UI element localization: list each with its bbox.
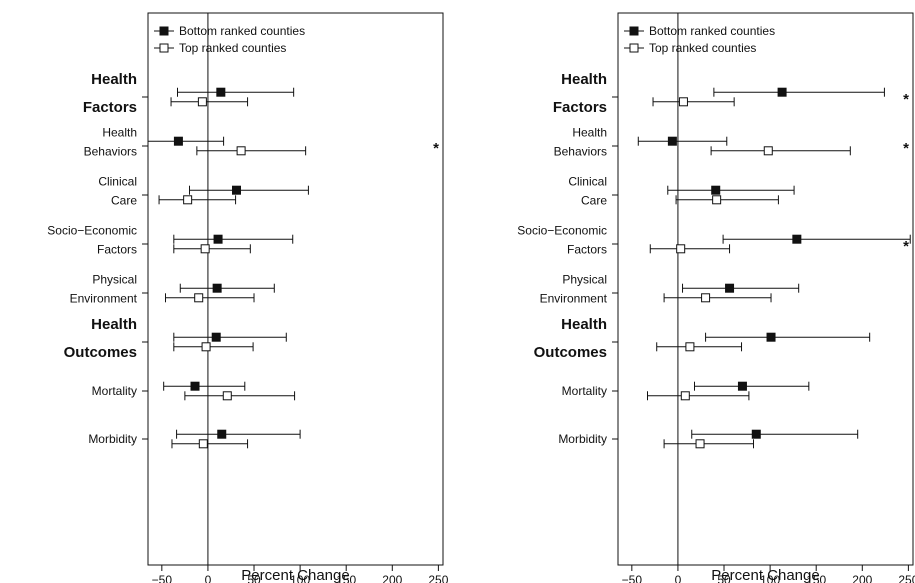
x-tick-label: 50 [717, 573, 731, 583]
row-label: Factors [553, 99, 607, 116]
point-estimate-bottom [711, 185, 721, 195]
x-tick-label: 50 [247, 573, 261, 583]
legend-marker-top [159, 43, 169, 53]
panel-1: −50 0 50 100 150 200 250 Percent Change Bottom r… [47, 12, 449, 583]
row-label: Health [561, 316, 607, 333]
row-label: Socio−Economic [517, 224, 607, 238]
x-tick-label: 100 [290, 573, 310, 583]
row-label: Factors [83, 99, 137, 116]
point-estimate-top [183, 195, 193, 205]
significance-marker: * [433, 140, 439, 157]
point-estimate-bottom [211, 332, 221, 342]
significance-marker: * [903, 91, 909, 108]
row-label: Outcomes [534, 344, 607, 361]
point-estimate-top [200, 244, 210, 254]
point-estimate-top [685, 342, 695, 352]
point-estimate-bottom [216, 87, 226, 97]
row-label: Mortality [92, 384, 137, 398]
row-label: Outcomes [64, 344, 137, 361]
point-estimate-bottom [766, 332, 776, 342]
row-label: Care [111, 194, 137, 208]
row-label: Environment [70, 292, 138, 306]
point-estimate-bottom [792, 234, 802, 244]
x-tick-label: 150 [336, 573, 356, 583]
x-axis-label: Percent Change [711, 567, 819, 583]
x-tick-label: 250 [428, 573, 448, 583]
row-label: Behaviors [554, 145, 607, 159]
x-tick-label: −50 [152, 573, 173, 583]
legend-label-top: Top ranked counties [649, 41, 756, 55]
point-estimate-top [222, 391, 232, 401]
panel-2: −50 0 50 100 150 200 250 Percent Change Bottom r… [517, 12, 915, 583]
point-estimate-top [194, 293, 204, 303]
plot-frame [617, 12, 914, 566]
point-estimate-top [197, 97, 207, 107]
x-tick-label: 150 [806, 573, 826, 583]
row-label: Health [561, 71, 607, 88]
point-estimate-top [198, 439, 208, 449]
plot-frame [147, 12, 444, 566]
point-estimate-bottom [777, 87, 787, 97]
point-estimate-bottom [213, 234, 223, 244]
significance-marker: * [903, 140, 909, 157]
row-label: Physical [562, 273, 607, 287]
point-estimate-top [695, 439, 705, 449]
row-label: Health [572, 126, 607, 140]
legend-marker-top [629, 43, 639, 53]
x-tick-label: 0 [675, 573, 682, 583]
legend-marker-bottom [159, 26, 169, 36]
x-axis-label: Percent Change [241, 567, 349, 583]
point-estimate-bottom [212, 283, 222, 293]
point-estimate-top [201, 342, 211, 352]
point-estimate-top [676, 244, 686, 254]
row-label: Clinical [568, 175, 607, 189]
point-estimate-bottom [737, 381, 747, 391]
row-label: Morbidity [88, 432, 137, 446]
point-estimate-bottom [173, 136, 183, 146]
row-label: Health [91, 316, 137, 333]
x-tick-label: 250 [898, 573, 915, 583]
row-label: Health [91, 71, 137, 88]
point-estimate-bottom [190, 381, 200, 391]
row-label: Behaviors [84, 145, 137, 159]
point-estimate-top [678, 97, 688, 107]
legend-label-bottom: Bottom ranked counties [649, 24, 775, 38]
point-estimate-top [236, 146, 246, 156]
row-label: Factors [567, 243, 607, 257]
x-tick-label: −50 [622, 573, 643, 583]
point-estimate-top [763, 146, 773, 156]
x-tick-label: 200 [852, 573, 872, 583]
legend-label-top: Top ranked counties [179, 41, 286, 55]
point-estimate-bottom [217, 429, 227, 439]
point-estimate-top [680, 391, 690, 401]
row-label: Factors [97, 243, 137, 257]
point-estimate-bottom [232, 185, 241, 195]
row-label: Health [102, 126, 137, 140]
row-label: Socio−Economic [47, 224, 137, 238]
point-estimate-top [712, 195, 722, 205]
row-label: Care [581, 194, 607, 208]
point-estimate-bottom [667, 136, 677, 146]
x-tick-label: 100 [760, 573, 780, 583]
x-tick-label: 0 [205, 573, 212, 583]
x-tick-label: 200 [382, 573, 402, 583]
row-label: Physical [92, 273, 137, 287]
row-label: Morbidity [558, 432, 607, 446]
point-estimate-bottom [751, 429, 761, 439]
point-estimate-bottom [725, 283, 735, 293]
row-label: Clinical [98, 175, 137, 189]
significance-marker: * [903, 238, 909, 255]
legend-label-bottom: Bottom ranked counties [179, 24, 305, 38]
row-label: Environment [540, 292, 608, 306]
row-label: Mortality [562, 384, 607, 398]
legend-marker-bottom [629, 26, 639, 36]
point-estimate-top [701, 293, 711, 303]
